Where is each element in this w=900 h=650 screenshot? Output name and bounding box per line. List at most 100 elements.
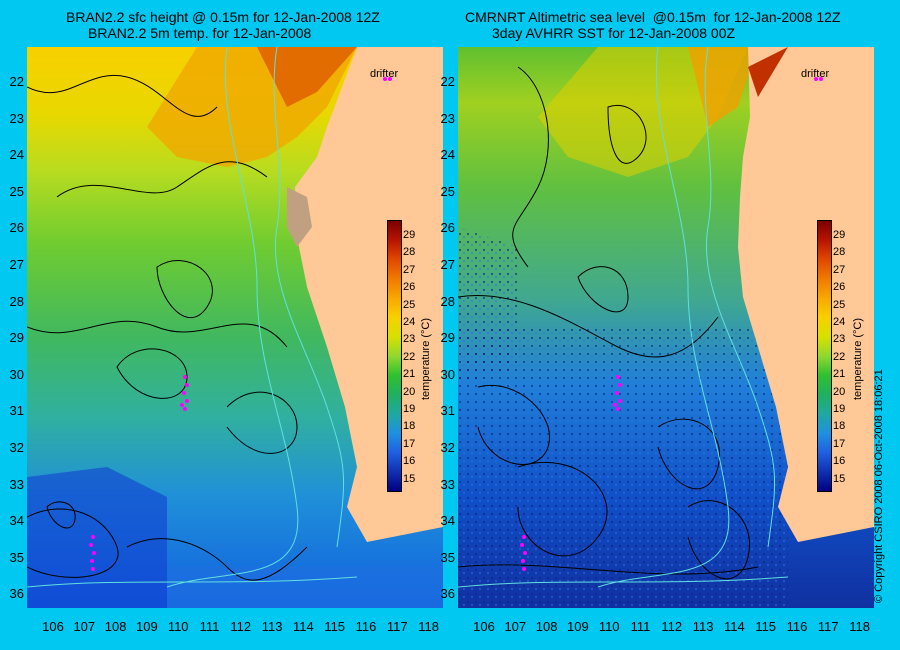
lon-tick: 117 (386, 619, 408, 634)
lat-tick: 26 (9, 220, 24, 236)
lat-tick: 22 (9, 74, 24, 89)
lat-tick: 30 (440, 366, 455, 382)
colorbar-tick: 26 (833, 281, 846, 294)
lon-tick: 116 (355, 619, 377, 634)
right-title-line2: 3day AVHRR SST for 12-Jan-2008 00Z (492, 25, 736, 41)
colorbar-tick: 15 (403, 472, 416, 485)
colorbar-tick: 16 (833, 455, 846, 468)
left-title-line1: BRAN2.2 sfc height @ 0.15m for 12-Jan-20… (66, 9, 380, 25)
colorbar-tick: 23 (833, 333, 846, 346)
lat-tick: 28 (440, 293, 455, 309)
lon-tick: 113 (692, 619, 714, 634)
lon-tick: 112 (661, 619, 683, 634)
lon-tick: 114 (293, 619, 314, 634)
colorbar-tick: 18 (833, 420, 846, 433)
colorbar-tick: 22 (833, 350, 846, 363)
colorbar-tick: 21 (833, 368, 846, 381)
left-isobaths (27, 47, 358, 588)
colorbar-tick: 23 (403, 333, 416, 346)
lon-tick: 118 (418, 619, 439, 634)
lon-tick: 107 (73, 619, 96, 634)
lon-tick: 110 (598, 619, 620, 634)
lat-tick: 29 (9, 330, 24, 346)
lat-tick: 31 (440, 403, 455, 419)
right-colorbar (817, 220, 832, 492)
lon-tick: 108 (104, 619, 127, 634)
colorbar-tick: 19 (833, 403, 846, 415)
lat-tick: 28 (9, 293, 24, 309)
right-isobaths (458, 47, 789, 588)
lat-tick: 24 (440, 147, 455, 163)
left-drifter-track (89, 77, 392, 571)
lat-tick: 33 (9, 476, 24, 492)
lat-tick: 24 (9, 147, 24, 163)
lat-tick: 26 (440, 220, 455, 236)
lon-tick: 111 (199, 619, 220, 634)
lat-tick: 33 (440, 476, 455, 492)
colorbar-tick: 22 (403, 350, 416, 363)
colorbar-tick: 21 (403, 368, 416, 381)
lat-tick: 23 (440, 110, 455, 126)
colorbar-tick: 25 (403, 298, 416, 311)
right-map-panel (458, 47, 874, 608)
colorbar-tick: 24 (403, 316, 416, 328)
lon-tick: 106 (42, 619, 64, 634)
colorbar-tick: 25 (833, 298, 846, 311)
right-colorbar-title: temperature (°C) (852, 317, 864, 400)
lat-tick: 27 (9, 257, 24, 272)
lon-tick: 118 (849, 619, 870, 634)
colorbar-tick: 16 (403, 455, 416, 468)
lon-tick: 115 (755, 619, 777, 634)
lat-tick: 35 (440, 549, 455, 565)
lon-tick: 116 (786, 619, 808, 634)
lat-tick: 27 (440, 257, 455, 272)
lat-tick: 32 (9, 440, 24, 455)
lon-tick: 107 (504, 619, 527, 634)
left-colorbar-title: temperature (°C) (420, 317, 432, 400)
colorbar-tick: 29 (833, 229, 846, 241)
lat-tick: 32 (440, 440, 455, 455)
colorbar-tick: 27 (403, 263, 416, 276)
colorbar-tick: 20 (403, 385, 416, 398)
colorbar-tick: 18 (403, 420, 416, 433)
colorbar-tick: 15 (833, 472, 846, 485)
lat-tick: 29 (440, 330, 455, 346)
lat-tick: 30 (9, 366, 24, 382)
lon-tick: 109 (567, 619, 589, 634)
lat-tick: 34 (9, 513, 24, 529)
right-title-line1: CMRNRT Altimetric sea level @0.15m for 1… (465, 9, 841, 25)
colorbar-tick: 17 (833, 437, 846, 450)
right-drifter-track (520, 77, 823, 571)
lon-tick: 117 (817, 619, 839, 634)
lat-tick: 34 (440, 513, 455, 529)
right-contours (458, 66, 759, 580)
lat-tick: 22 (440, 74, 455, 89)
lat-tick: 25 (9, 183, 24, 199)
lat-tick: 36 (440, 586, 455, 602)
lat-tick: 36 (9, 586, 24, 602)
left-contours (27, 74, 308, 581)
left-colorbar (387, 220, 402, 492)
left-sst-map (27, 47, 443, 608)
lat-tick: 31 (9, 403, 24, 419)
colorbar-tick: 28 (833, 246, 846, 259)
lon-tick: 115 (324, 619, 346, 634)
lon-tick: 106 (473, 619, 495, 634)
right-sst-map (458, 47, 874, 608)
colorbar-tick: 28 (403, 246, 416, 259)
lat-tick: 35 (9, 549, 24, 565)
lat-tick: 25 (440, 183, 455, 199)
colorbar-tick: 24 (833, 316, 846, 328)
lon-tick: 113 (261, 619, 283, 634)
lon-tick: 109 (136, 619, 158, 634)
colorbar-tick: 29 (403, 229, 416, 241)
right-drifter-label: drifter (801, 68, 830, 80)
colorbar-tick: 19 (403, 403, 416, 415)
colorbar-tick: 20 (833, 385, 846, 398)
left-drifter-label: drifter (370, 68, 399, 80)
left-map-panel (27, 47, 443, 608)
copyright-text: © Copyright CSIRO 2008 06-Oct-2008 18:06… (873, 369, 885, 603)
lat-tick: 23 (9, 110, 24, 126)
colorbar-tick: 27 (833, 263, 846, 276)
colorbar-tick: 17 (403, 437, 416, 450)
